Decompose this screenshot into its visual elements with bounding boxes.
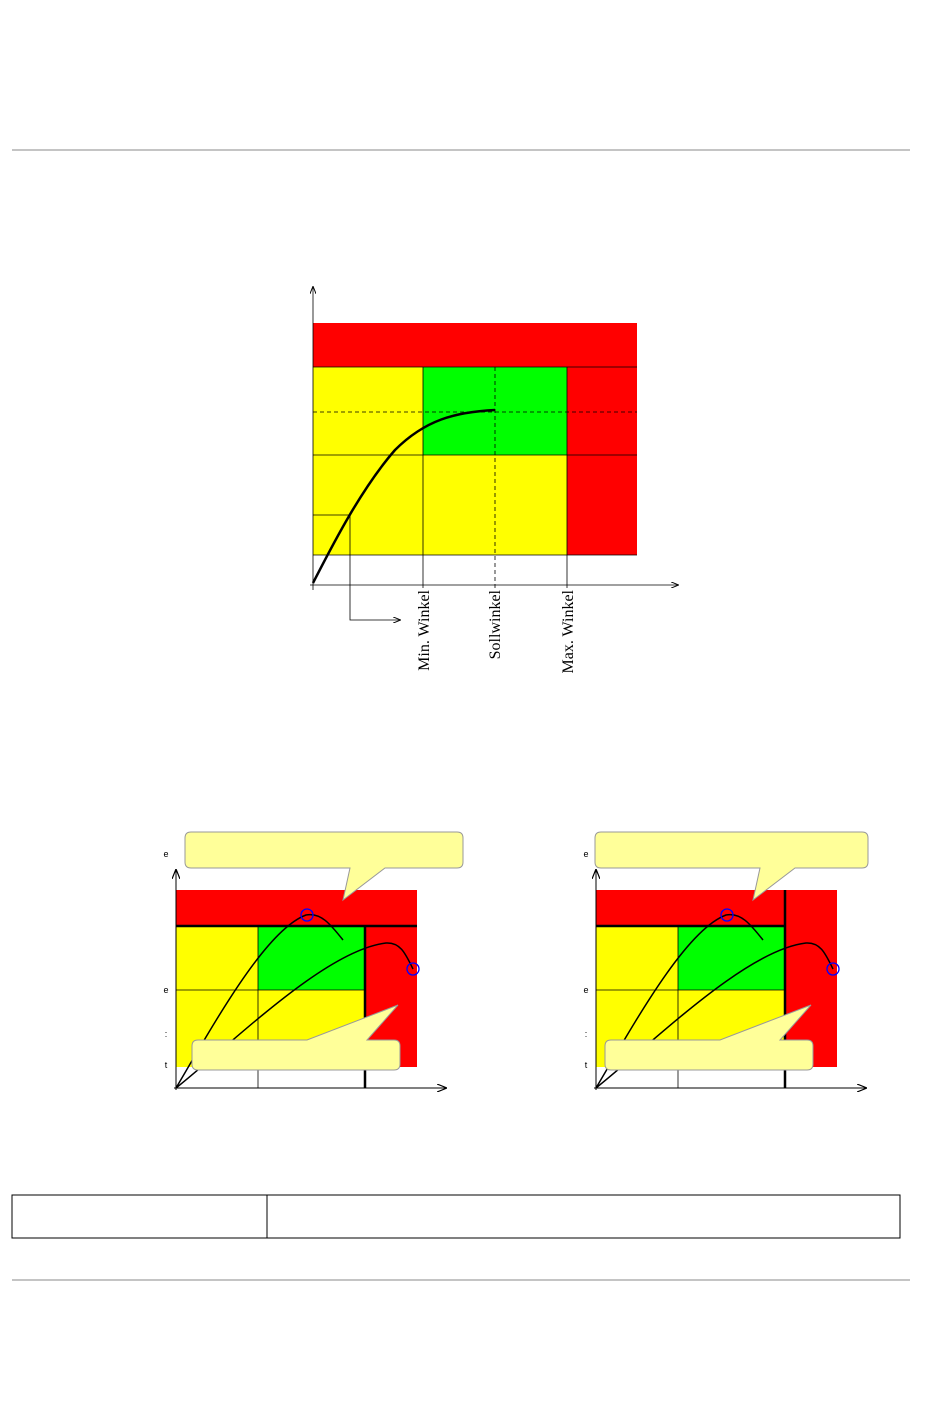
axis-label: Sollwinkel (487, 589, 504, 659)
axis-fragment: : (165, 1029, 168, 1039)
axis-label: Max. Winkel (560, 589, 577, 673)
marker-circle (406, 962, 420, 976)
marker-circle (826, 962, 840, 976)
axis-fragment: : (585, 1029, 588, 1039)
axis-fragment: t (585, 1060, 588, 1070)
zone-red (785, 890, 837, 1067)
zone-green (258, 926, 365, 990)
main-diagram: Min. Winkel Sollwinkel Max. Winkel (310, 287, 678, 674)
small-diagram: e e: t (163, 831, 464, 1090)
callout (191, 1004, 401, 1071)
axis-fragment: e (163, 985, 168, 995)
callout (184, 831, 464, 902)
curve (595, 913, 764, 1089)
callout (594, 831, 869, 902)
axis-fragment: e (163, 849, 168, 859)
axis-label: Min. Winkel (416, 589, 433, 670)
curve (175, 913, 344, 1089)
curve (311, 408, 496, 584)
callout (604, 1004, 814, 1071)
axis-fragment: e (583, 985, 588, 995)
marker-circle (300, 908, 314, 922)
table (11, 1194, 901, 1239)
zone-green (678, 926, 785, 990)
small-diagram: e e: t (583, 831, 869, 1090)
axis-fragment: t (165, 1060, 168, 1070)
axis-fragment: e (583, 849, 588, 859)
zone-red (313, 323, 637, 367)
zone-red (567, 367, 637, 555)
marker-circle (720, 908, 734, 922)
